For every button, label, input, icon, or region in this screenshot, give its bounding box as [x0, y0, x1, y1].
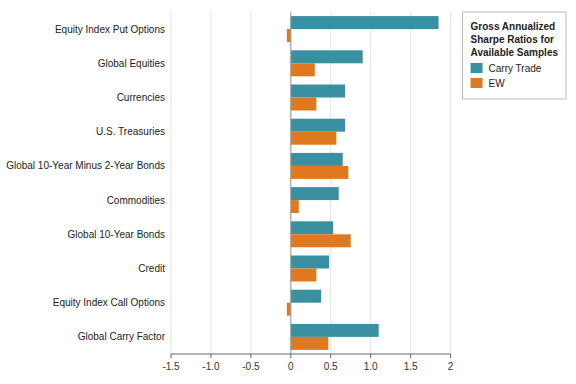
y-axis: Equity Index Put Options Global Equities C… [6, 24, 165, 343]
category-label: Global 10-Year Bonds [68, 229, 165, 240]
tick-label: 1.5 [404, 361, 418, 372]
bar [291, 63, 315, 76]
grid-line [410, 12, 411, 354]
tick-label: 2 [448, 361, 454, 372]
bar [291, 85, 345, 98]
legend-title-line: Available Samples [471, 47, 559, 58]
tick-mark [370, 354, 371, 358]
bar [291, 166, 349, 179]
grid-line [171, 12, 172, 354]
category-label: Global Carry Factor [78, 331, 166, 342]
bar [291, 119, 345, 132]
zero-line [290, 12, 291, 354]
grid-line [210, 12, 211, 354]
legend-label: EW [489, 78, 506, 89]
tick-mark [290, 354, 291, 358]
tick-mark [330, 354, 331, 358]
category-label: Equity Index Put Options [55, 24, 165, 35]
bar [291, 324, 379, 337]
grid-line [290, 12, 291, 354]
bar [287, 29, 291, 42]
tick-mark [171, 354, 172, 358]
tick-label: -0.5 [242, 361, 260, 372]
grid-line [370, 12, 371, 354]
bar [291, 200, 299, 213]
grid-line [250, 12, 251, 354]
category-label: U.S. Treasuries [96, 126, 165, 137]
tick-label: 0 [288, 361, 294, 372]
legend-title-line: Sharpe Ratios for [471, 34, 554, 45]
bar [291, 16, 439, 29]
legend-swatch [471, 63, 483, 73]
tick-mark [450, 354, 451, 358]
category-label: Currencies [117, 92, 165, 103]
legend-title-line: Gross Annualized [471, 21, 556, 32]
bar [291, 290, 321, 303]
bar [291, 153, 343, 166]
legend-title: Gross Annualized Sharpe Ratios for Availab… [471, 21, 559, 58]
bar [291, 50, 363, 63]
bar [291, 269, 317, 282]
tick-label: 1.0 [364, 361, 378, 372]
bar [287, 303, 291, 316]
legend-box [463, 12, 566, 99]
bars [287, 16, 439, 350]
tick-label: -1.0 [202, 361, 220, 372]
bar [291, 256, 329, 269]
category-label: Credit [138, 263, 165, 274]
tick-label: -1.5 [162, 361, 180, 372]
tick-mark [250, 354, 251, 358]
legend: Gross Annualized Sharpe Ratios for Availab… [463, 12, 566, 99]
legend-swatch [471, 78, 483, 88]
bar [291, 221, 333, 234]
tick-label: 0.5 [324, 361, 338, 372]
grid-line [450, 12, 451, 354]
category-label: Global 10-Year Minus 2-Year Bonds [6, 160, 165, 171]
tick-mark [410, 354, 411, 358]
bar [291, 187, 339, 200]
bar [291, 132, 337, 145]
category-label: Commodities [107, 195, 165, 206]
tick-mark [210, 354, 211, 358]
chart: -1.5 -1.0 -0.5 0 0.5 1.0 1.5 2 Equity Index Put … [0, 0, 576, 384]
category-label: Equity Index Call Options [53, 297, 165, 308]
category-label: Global Equities [98, 58, 165, 69]
bar [291, 337, 329, 350]
x-axis: -1.5 -1.0 -0.5 0 0.5 1.0 1.5 2 [162, 12, 453, 372]
legend-label: Carry Trade [489, 63, 542, 74]
bar [291, 234, 351, 247]
axis-line [171, 354, 451, 355]
bar [291, 98, 317, 111]
